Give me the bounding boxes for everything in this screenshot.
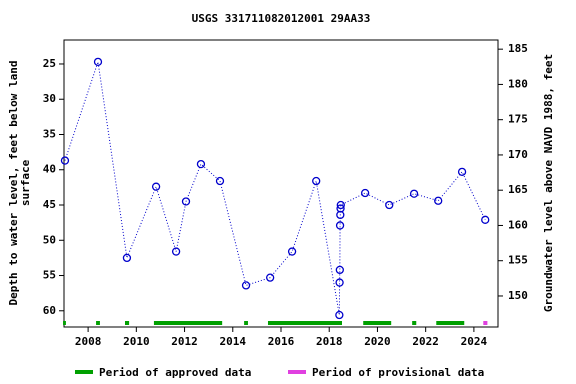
y-tick-label: 55 [43, 269, 56, 282]
period-bar [267, 321, 343, 325]
data-point [171, 247, 181, 256]
x-tick-label: 2010 [123, 335, 150, 348]
data-point [335, 310, 344, 320]
data-point [409, 189, 419, 198]
y2-tick-label: 150 [508, 289, 528, 302]
y2-tick-label: 160 [508, 218, 528, 231]
data-point [312, 176, 321, 186]
x-tick-label: 2020 [364, 335, 391, 348]
data-point [434, 196, 443, 205]
data-point [335, 278, 344, 287]
x-tick-label: 2014 [220, 335, 247, 348]
period-bar [63, 321, 66, 325]
y2-tick-label: 165 [508, 183, 528, 196]
period-bar [125, 321, 130, 325]
data-point [481, 215, 490, 224]
data-point [93, 57, 103, 67]
y-tick-label: 35 [43, 127, 56, 140]
period-bar [363, 321, 392, 325]
y2-tick-label: 180 [508, 77, 528, 90]
legend-label: Period of provisional data [312, 366, 484, 379]
data-point [181, 197, 191, 206]
x-tick-label: 2008 [75, 335, 102, 348]
period-bar [436, 321, 465, 325]
data-point [265, 273, 275, 282]
y-tick-label: 50 [43, 233, 56, 246]
data-point [385, 200, 394, 210]
legend-label: Period of approved data [99, 366, 251, 379]
data-point [336, 204, 345, 213]
data-point [241, 281, 251, 290]
period-bar [244, 321, 248, 325]
data-line [64, 61, 486, 316]
plot-frame [63, 39, 499, 328]
period-bar [153, 321, 223, 325]
x-tick-label: 2012 [171, 335, 198, 348]
y2-tick-label: 155 [508, 254, 528, 267]
y-tick-label: 45 [43, 198, 56, 211]
period-bar [412, 321, 417, 325]
y2-tick-label: 185 [508, 42, 528, 55]
y-tick-label: 60 [43, 304, 56, 317]
period-bar [483, 321, 488, 325]
data-point [60, 156, 70, 165]
x-tick-label: 2024 [461, 335, 488, 348]
data-point [122, 253, 132, 263]
period-bar [96, 321, 100, 325]
data-point [215, 176, 225, 186]
data-point [336, 200, 345, 210]
y2-tick-label: 175 [508, 113, 528, 126]
data-point [457, 167, 467, 177]
data-point [151, 182, 161, 191]
y-tick-label: 25 [43, 57, 56, 70]
data-point [360, 188, 370, 198]
data-point [196, 159, 206, 169]
y2-tick-label: 170 [508, 148, 528, 161]
y-tick-label: 40 [43, 163, 56, 176]
chart-title: USGS 331711082012001 29AA33 [192, 12, 371, 25]
data-point [335, 221, 345, 230]
y2-axis-label: Groundwater level above NAVD 1988, feet [542, 54, 555, 312]
y-axis-label: Depth to water level, feet below land [7, 60, 20, 305]
y-axis-label: surface [19, 159, 32, 206]
x-tick-label: 2018 [316, 335, 343, 348]
data-point [335, 265, 344, 275]
data-point [287, 247, 297, 256]
y-tick-label: 30 [43, 92, 56, 105]
x-tick-label: 2016 [268, 335, 295, 348]
x-tick-label: 2022 [412, 335, 439, 348]
